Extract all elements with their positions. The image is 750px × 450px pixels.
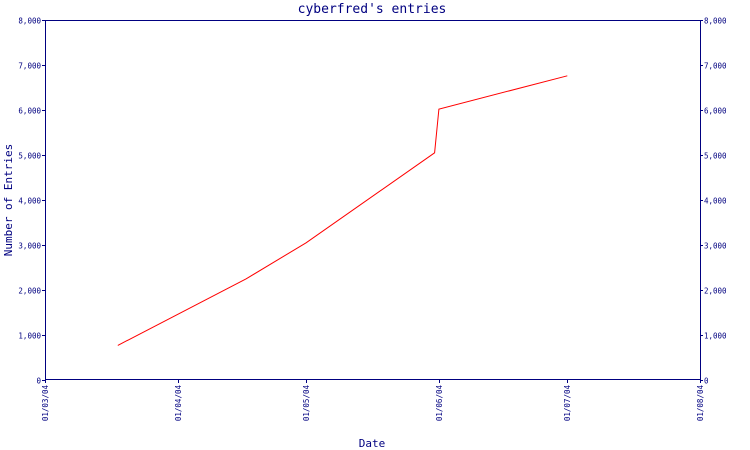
plot-frame	[45, 20, 701, 380]
y-tick-label-left: 6,000	[18, 107, 41, 116]
y-tick-label-right: 5,000	[704, 152, 727, 161]
y-ticks-right: 0 1,000 2,000 3,000 4,000 5,000 6,000 7,000 8,00…	[700, 17, 727, 386]
y-tick-label-left: 8,000	[18, 17, 41, 26]
x-tick-label: 01/03/04	[41, 385, 50, 422]
x-axis-label: Date	[359, 437, 386, 450]
y-tick-label-right: 1,000	[704, 332, 727, 341]
y-tick-label-right: 7,000	[704, 62, 727, 71]
y-tick-label-right: 2,000	[704, 287, 727, 296]
y-tick-label-left: 0	[36, 377, 41, 386]
chart-title: cyberfred's entries	[298, 2, 447, 17]
x-tick-label: 01/04/04	[174, 385, 183, 422]
y-tick-label-right: 3,000	[704, 242, 727, 251]
x-tick-label: 01/08/04	[696, 385, 705, 422]
y-tick-label-right: 6,000	[704, 107, 727, 116]
y-tick-label-left: 5,000	[18, 152, 41, 161]
y-tick-label-right: 4,000	[704, 197, 727, 206]
x-tick-label: 01/05/04	[302, 385, 311, 422]
y-tick-label-left: 2,000	[18, 287, 41, 296]
y-axis-label: Number of Entries	[2, 144, 15, 257]
series-group	[117, 75, 568, 346]
y-tick-label-left: 4,000	[18, 197, 41, 206]
y-tick-label-left: 7,000	[18, 62, 41, 71]
x-tick-label: 01/06/04	[435, 385, 444, 422]
y-tick-label-left: 1,000	[18, 332, 41, 341]
x-ticks: 01/03/04 01/04/04 01/05/04 01/06/04 01/07/04…	[41, 380, 705, 421]
series-line	[117, 75, 568, 346]
x-tick-label: 01/07/04	[563, 385, 572, 422]
y-tick-label-left: 3,000	[18, 242, 41, 251]
y-ticks-left: 0 1,000 2,000 3,000 4,000 5,000 6,000 7,000 8,00…	[18, 17, 45, 386]
y-tick-label-right: 8,000	[704, 17, 727, 26]
y-tick-label-right: 0	[704, 377, 709, 386]
